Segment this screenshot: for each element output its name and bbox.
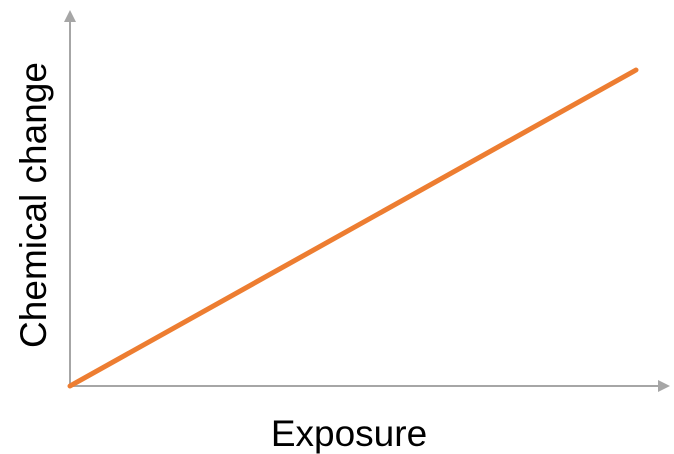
x-axis-label: Exposure — [271, 413, 427, 454]
plot-area — [64, 10, 670, 392]
series-layer — [67, 67, 639, 389]
y-axis-arrow-icon — [64, 10, 76, 22]
x-axis-arrow-icon — [658, 380, 670, 392]
y-axis-label: Chemical change — [13, 62, 54, 348]
series-line-0 — [67, 67, 639, 389]
